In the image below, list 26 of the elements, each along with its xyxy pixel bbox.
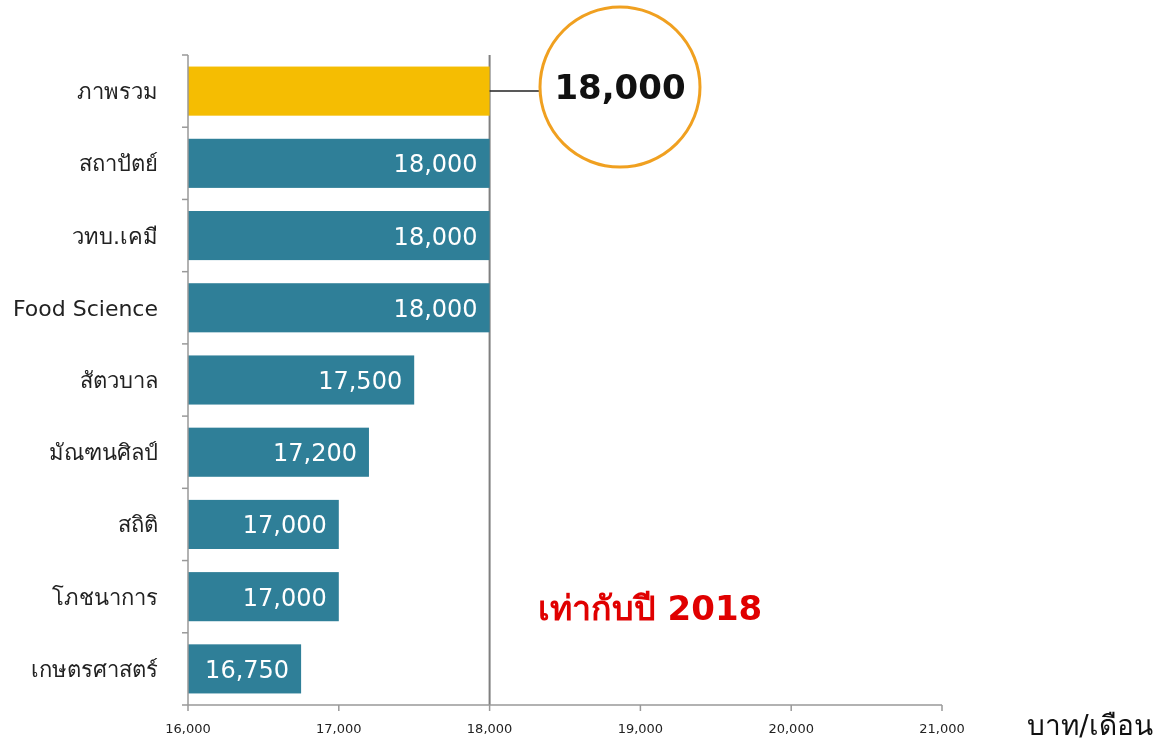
x-tick-label: 16,000 <box>165 721 211 736</box>
data-label: 16,750 <box>205 655 290 684</box>
y-tick-label: สถาปัตย์ <box>79 151 158 177</box>
x-axis-title: บาท/เดือน <box>1027 709 1153 742</box>
x-tick-label: 19,000 <box>617 721 664 736</box>
y-tick-label: เกษตรศาสตร์ <box>31 656 158 682</box>
data-label: 17,200 <box>272 439 357 468</box>
x-tick-label: 18,000 <box>466 721 513 736</box>
y-tick-label: Food Science <box>12 295 158 321</box>
y-tick-label: โภชนาการ <box>52 584 158 610</box>
x-tick-label: 17,000 <box>316 721 362 736</box>
y-tick-label: สถิติ <box>118 512 158 538</box>
data-label: 18,000 <box>554 67 686 108</box>
data-label: 17,500 <box>318 367 403 395</box>
annotation: เท่ากับปี 2018 <box>537 588 763 628</box>
data-label: 17,000 <box>242 583 327 612</box>
data-label: 17,000 <box>242 511 327 540</box>
data-label: 18,000 <box>393 150 478 179</box>
x-tick-label: 20,000 <box>768 721 814 736</box>
data-label: 18,000 <box>393 222 478 251</box>
y-tick-label: สัตวบาล <box>80 368 158 393</box>
x-tick-label: 21,000 <box>919 721 965 736</box>
y-tick-label: ภาพรวม <box>77 79 158 105</box>
y-tick-label: มัณฑนศิลป์ <box>49 440 158 466</box>
data-label: 18,000 <box>393 294 478 323</box>
y-tick-label: วทบ.เคมี <box>72 223 158 249</box>
